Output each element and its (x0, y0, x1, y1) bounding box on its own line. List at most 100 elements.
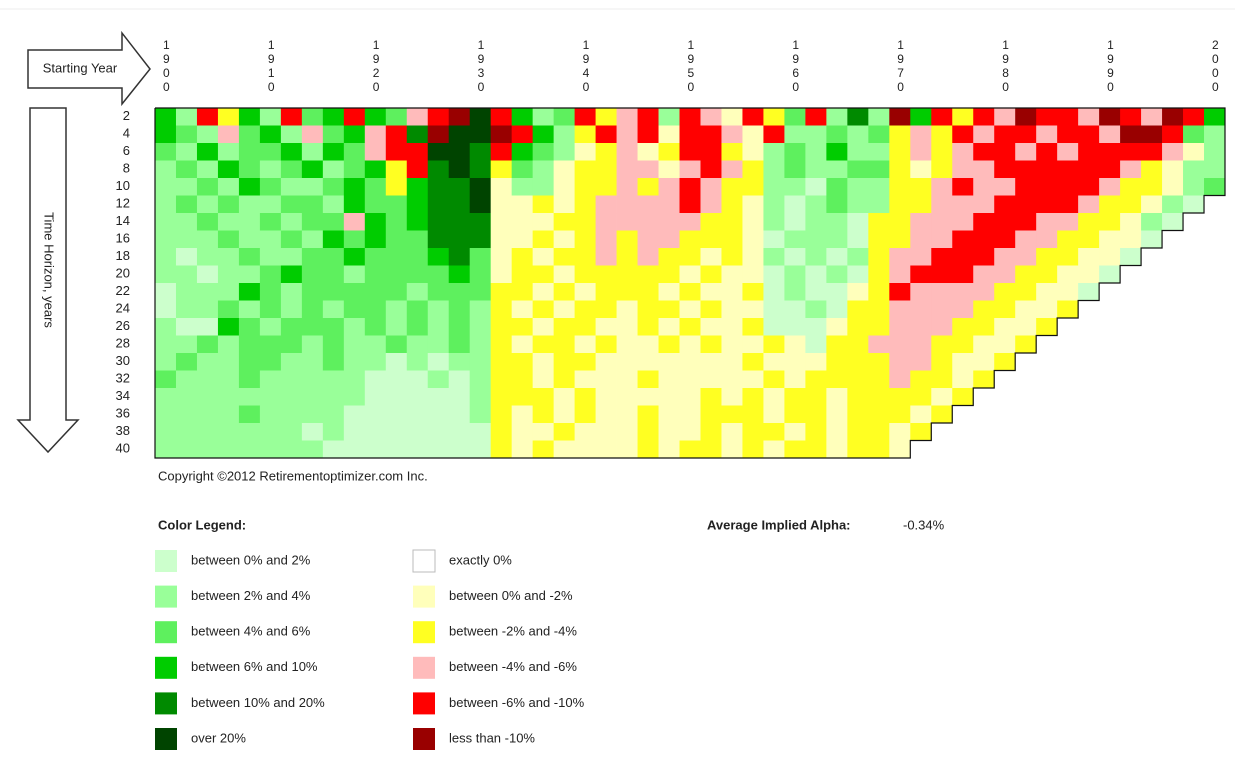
heat-cell (490, 423, 513, 441)
heat-cell (931, 195, 953, 214)
heat-cell (595, 300, 617, 319)
heat-cell (826, 143, 848, 161)
heat-cell (574, 265, 596, 284)
heat-cell (448, 300, 471, 319)
heat-cell (616, 265, 638, 284)
heat-cell (1057, 160, 1079, 179)
legend-label: between -6% and -10% (449, 695, 585, 710)
heat-cell (1183, 160, 1205, 179)
heat-cell (553, 265, 576, 284)
heat-cell (406, 248, 429, 266)
heat-cell (637, 388, 659, 406)
heat-cell (364, 108, 387, 126)
heat-cell (574, 388, 596, 406)
heat-cell (448, 143, 471, 161)
heat-cell (658, 178, 680, 196)
heat-cell (406, 300, 429, 319)
heat-cell (910, 405, 932, 424)
heat-cell (406, 125, 429, 144)
heat-cell (553, 230, 576, 249)
heat-cell (679, 230, 701, 249)
heat-cell (175, 230, 198, 249)
heat-cell (1057, 125, 1079, 144)
heat-cell (805, 195, 827, 214)
heat-cell (1036, 248, 1058, 266)
heat-cell (532, 440, 555, 459)
heat-cell (847, 318, 869, 336)
heat-cell (595, 108, 617, 126)
heat-cell (280, 143, 303, 161)
heat-cell (994, 318, 1016, 336)
heat-cell (679, 388, 701, 406)
heat-cell (385, 230, 408, 249)
heat-cell (931, 248, 953, 266)
heat-cell (238, 265, 261, 284)
heat-cell (490, 213, 513, 231)
heat-cell (406, 318, 429, 336)
heat-cell (301, 388, 324, 406)
legend-swatch (413, 692, 435, 715)
heat-cell (427, 108, 450, 126)
heat-cell (805, 300, 827, 319)
heat-cell (889, 440, 911, 459)
heat-cell (448, 248, 471, 266)
heat-cell (595, 405, 617, 424)
heat-cell (490, 388, 513, 406)
heat-cell (427, 318, 450, 336)
heat-cell (155, 353, 177, 371)
heat-cell (637, 125, 659, 144)
heat-cell (889, 318, 911, 336)
heat-cell (931, 388, 953, 406)
heat-cell (574, 370, 596, 389)
heat-cell (217, 440, 240, 459)
heat-cell (217, 178, 240, 196)
heat-cell (952, 335, 974, 354)
heat-cell (742, 265, 764, 284)
heat-cell (1162, 160, 1184, 179)
heat-cell (931, 335, 953, 354)
heat-cell (700, 125, 722, 144)
heat-cell (595, 213, 617, 231)
heat-cell (196, 213, 219, 231)
heat-cell (175, 405, 198, 424)
heat-cell (595, 230, 617, 249)
heat-cell (889, 213, 911, 231)
heat-cell (1057, 213, 1079, 231)
heat-cell (301, 353, 324, 371)
heat-cell (847, 300, 869, 319)
heat-cell (155, 195, 177, 214)
heat-cell (1099, 195, 1121, 214)
heat-cell (364, 230, 387, 249)
heat-cell (889, 160, 911, 179)
heat-cell (532, 370, 555, 389)
heat-cell (511, 370, 534, 389)
heat-cell (994, 143, 1016, 161)
heat-cell (721, 405, 743, 424)
heat-cell (385, 143, 408, 161)
heat-cell (448, 125, 471, 144)
heat-cell (196, 405, 219, 424)
heat-cell (217, 265, 240, 284)
heat-cell (238, 423, 261, 441)
heat-cell (175, 160, 198, 179)
x-tick-label: 1940 (579, 38, 593, 94)
heat-cell (868, 160, 890, 179)
heat-cell (637, 213, 659, 231)
heat-cell (490, 248, 513, 266)
heat-cell (1099, 125, 1121, 144)
heat-cell (763, 370, 785, 389)
legend-swatch (413, 585, 435, 608)
heat-cell (868, 283, 890, 301)
heat-cell (658, 405, 680, 424)
heat-cell (238, 195, 261, 214)
heat-cell (322, 213, 345, 231)
heat-cell (1036, 178, 1058, 196)
heat-cell (280, 265, 303, 284)
heat-cell (322, 265, 345, 284)
heat-cell (763, 440, 785, 459)
y-tick-label: 14 (116, 213, 130, 228)
heat-cell (469, 230, 492, 249)
heat-cell (574, 283, 596, 301)
heat-cell (155, 335, 177, 354)
